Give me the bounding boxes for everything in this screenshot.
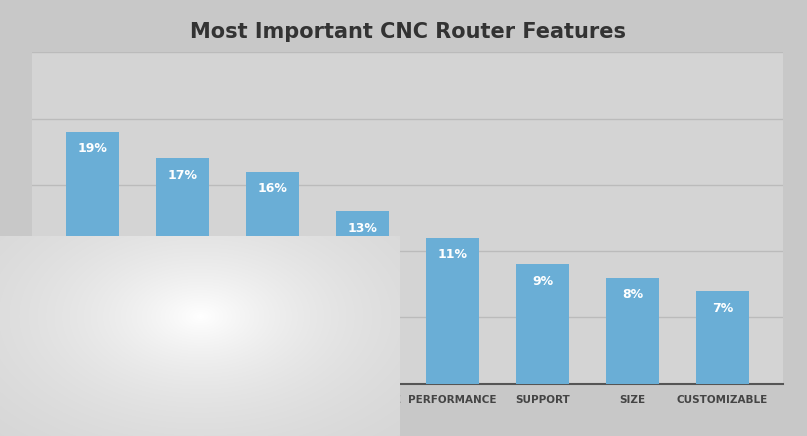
Bar bbox=[426, 238, 479, 384]
Bar bbox=[66, 132, 119, 384]
Text: 17%: 17% bbox=[168, 169, 198, 182]
Bar bbox=[246, 172, 299, 384]
Bar bbox=[157, 158, 209, 384]
Bar bbox=[516, 264, 569, 384]
Text: 9%: 9% bbox=[532, 275, 553, 288]
Bar bbox=[337, 211, 389, 384]
Bar bbox=[606, 278, 659, 384]
Text: 11%: 11% bbox=[437, 249, 467, 262]
Bar bbox=[696, 291, 749, 384]
Title: Most Important CNC Router Features: Most Important CNC Router Features bbox=[190, 22, 625, 42]
Text: 8%: 8% bbox=[622, 288, 643, 301]
Text: 16%: 16% bbox=[257, 182, 287, 195]
Text: 13%: 13% bbox=[348, 222, 378, 235]
Text: 19%: 19% bbox=[77, 143, 107, 156]
Text: 7%: 7% bbox=[712, 302, 734, 314]
